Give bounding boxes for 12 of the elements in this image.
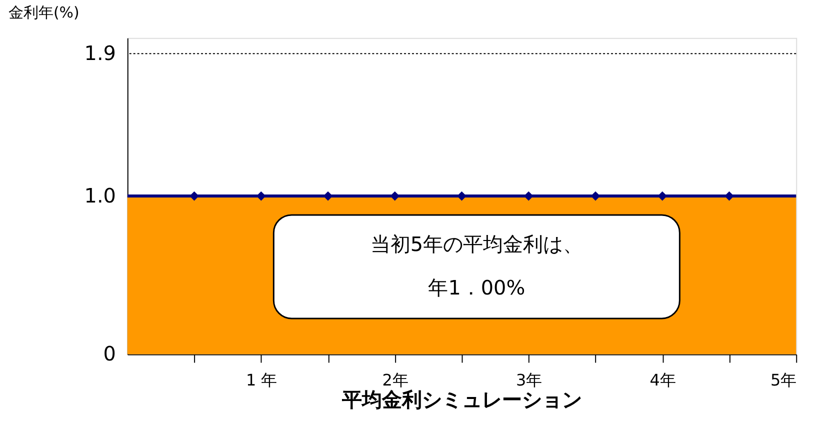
y-tick-label: 1.0 xyxy=(84,184,116,208)
x-tick-label: 2年 xyxy=(382,370,408,390)
annotation: 年1．00% xyxy=(428,276,526,300)
y-tick-label: 0 xyxy=(103,342,116,366)
y-tick-label: 1.9 xyxy=(84,42,116,66)
x-tick-label: 5年 xyxy=(770,370,797,390)
x-tick-label: 3年 xyxy=(516,370,542,390)
annotation: 当初5年の平均金利は、 xyxy=(370,232,583,256)
x-axis-title: 平均金利シミュレーション xyxy=(341,388,582,412)
y-axis-title: 金利年(%) xyxy=(8,3,80,22)
x-tick-label: 1 年 xyxy=(246,370,278,390)
x-tick-label: 4年 xyxy=(650,370,676,390)
